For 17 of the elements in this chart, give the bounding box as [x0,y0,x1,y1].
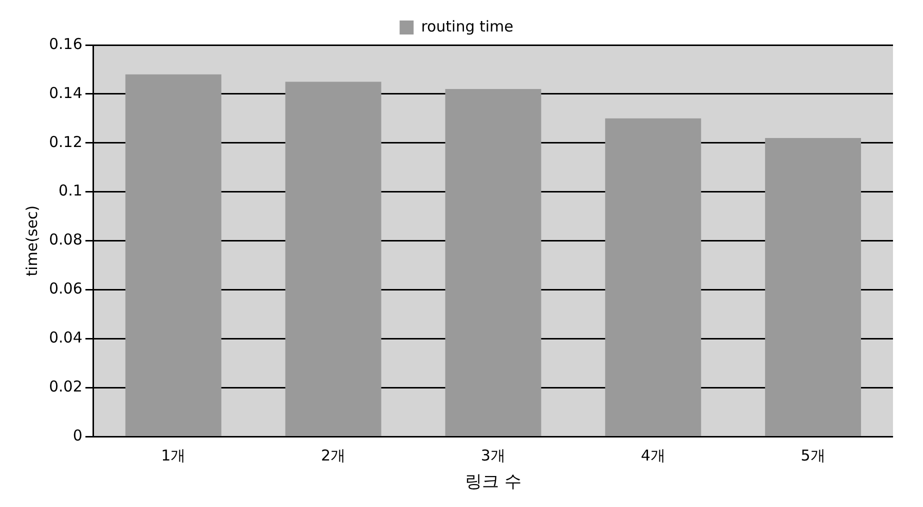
x-axis-title: 링크 수 [464,472,522,492]
y-tick-label: 0.1 [58,182,82,200]
x-tick-label: 5개 [800,446,826,464]
legend-label: routing time [421,17,514,36]
y-tick-label: 0.16 [48,34,82,53]
x-tick-label: 1개 [161,446,186,464]
y-tick-label: 0.04 [48,328,82,347]
y-tick-label: 0.02 [48,378,82,396]
y-axis-title: time(sec) [22,205,41,276]
y-tick-label: 0.08 [48,230,82,249]
x-tick-label: 2개 [321,446,346,464]
y-tick-label: 0.14 [48,84,82,102]
x-tick-label: 4개 [640,446,666,464]
y-tick-label: 0.12 [48,132,82,151]
y-tick-label: 0 [72,426,82,444]
y-tick-label: 0.06 [48,280,82,298]
x-tick-label: 3개 [480,446,506,464]
